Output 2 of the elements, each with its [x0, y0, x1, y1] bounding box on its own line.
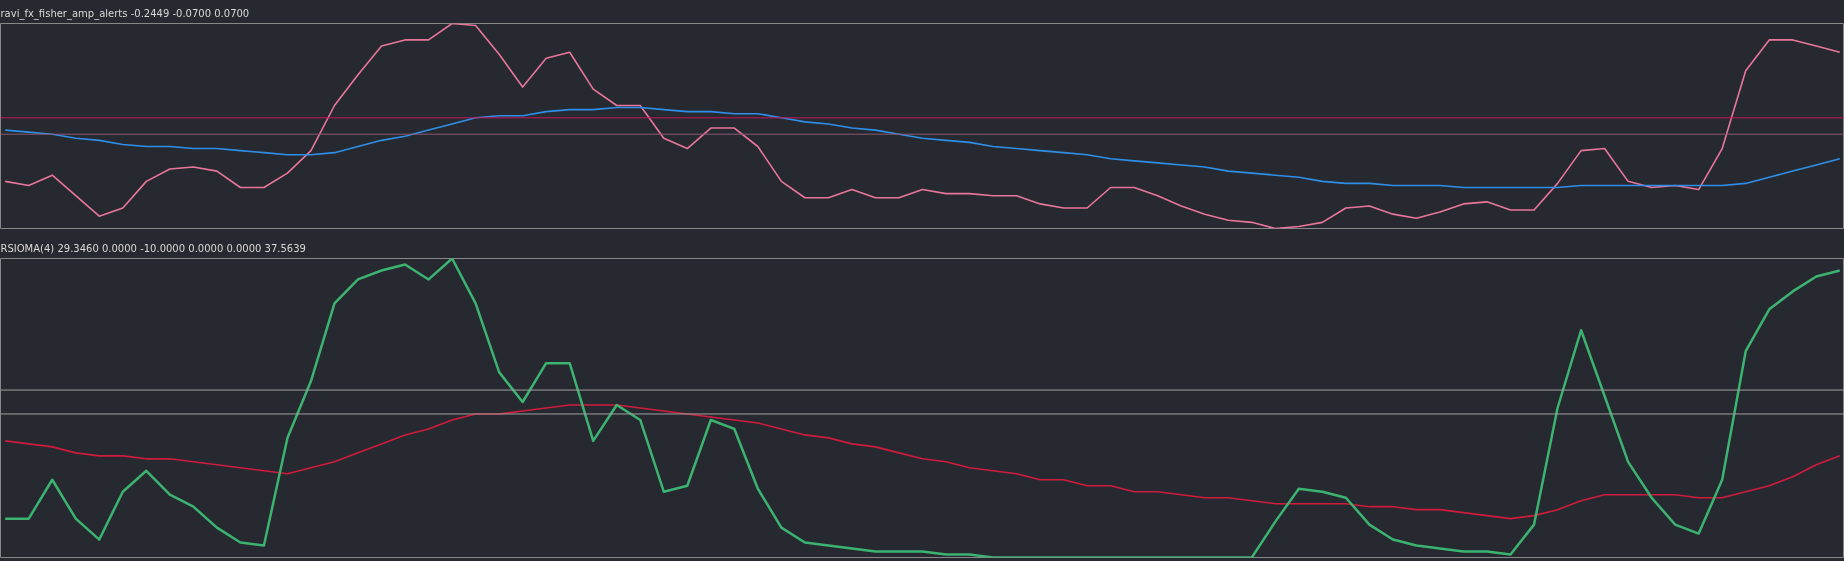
chart-title: ravi_fx_fisher_amp_alerts -0.2449 -0.0700 0.0700: [0, 7, 250, 20]
chart-title: RSIOMA(4) 29.3460 0.0000 -10.0000 0.0000 0.0000 37.5639: [0, 242, 306, 254]
